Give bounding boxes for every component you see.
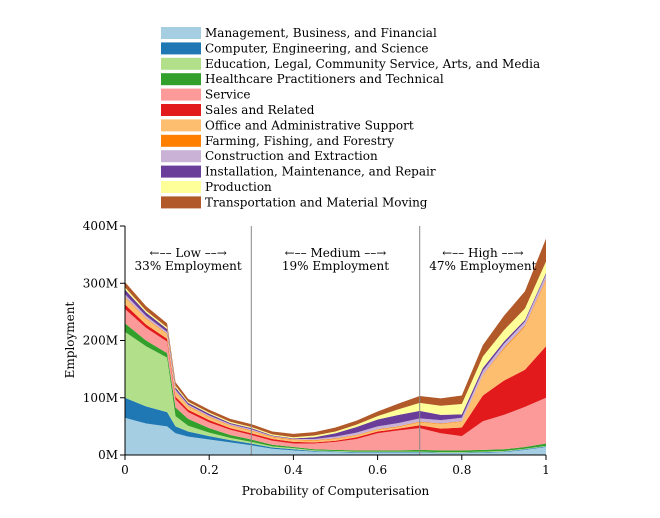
y-tick-label: 0M [98, 448, 118, 462]
legend-label-4: Healthcare Practitioners and Technical [205, 72, 444, 86]
band-share-2: 19% Employment [282, 259, 389, 273]
x-tick-label: 0.8 [452, 463, 471, 477]
x-tick-label: 1 [542, 463, 550, 477]
legend-label-10: Installation, Maintenance, and Repair [205, 165, 436, 179]
legend: Management, Business, and FinancialCompu… [161, 26, 540, 209]
band-share-3: 47% Employment [429, 259, 536, 273]
x-tick-label: 0.6 [368, 463, 387, 477]
axes: 0 0.2 0.4 0.6 0.8 1 0M 100M 200M 300M 400M Probabil… [63, 219, 550, 498]
legend-label-3: Education, Legal, Community Service, Art… [205, 57, 540, 71]
legend-swatch-5 [161, 88, 201, 101]
x-tick-label: 0.4 [284, 463, 303, 477]
band-label-3: ←–– High ––→ [442, 246, 523, 260]
legend-label-7: Office and Administrative Support [205, 118, 414, 132]
legend-label-6: Sales and Related [205, 103, 315, 117]
legend-swatch-6 [161, 104, 201, 116]
legend-swatch-2 [161, 42, 201, 55]
legend-swatch-12 [161, 196, 201, 209]
legend-swatch-9 [161, 150, 201, 163]
legend-swatch-1 [161, 27, 201, 39]
y-axis-title: Employment [63, 301, 77, 378]
legend-swatch-10 [161, 165, 201, 178]
legend-label-11: Production [205, 180, 272, 194]
x-tick-label: 0.2 [200, 463, 219, 477]
x-tick-label: 0 [121, 463, 129, 477]
legend-label-5: Service [205, 88, 251, 102]
band-label-1: ←–– Low ––→ [150, 246, 227, 260]
legend-swatch-4 [161, 73, 201, 86]
legend-label-9: Construction and Extraction [205, 149, 378, 163]
area-series-5 [125, 309, 546, 451]
stacked-areas [125, 238, 546, 455]
legend-label-2: Computer, Engineering, and Science [205, 41, 429, 55]
legend-label-8: Farming, Fishing, and Forestry [205, 134, 394, 148]
y-tick-label: 100M [83, 391, 118, 405]
legend-swatch-3 [161, 57, 201, 70]
legend-swatch-8 [161, 134, 201, 147]
legend-label-12: Transportation and Material Moving [205, 195, 428, 209]
area-series-1 [125, 417, 546, 455]
y-tick-label: 300M [83, 276, 118, 290]
legend-swatch-11 [161, 181, 201, 193]
legend-swatch-7 [161, 119, 201, 132]
band-label-2: ←–– Medium ––→ [285, 246, 387, 260]
threshold-lines [250, 226, 421, 455]
y-tick-label: 200M [83, 334, 118, 348]
y-tick-label: 400M [83, 219, 118, 233]
legend-label-1: Management, Business, and Financial [205, 26, 437, 40]
band-share-1: 33% Employment [135, 259, 242, 273]
x-axis-title: Probability of Computerisation [242, 484, 430, 498]
band-labels: ←–– Low ––→33% Employment ←–– Medium ––→1… [135, 246, 537, 273]
